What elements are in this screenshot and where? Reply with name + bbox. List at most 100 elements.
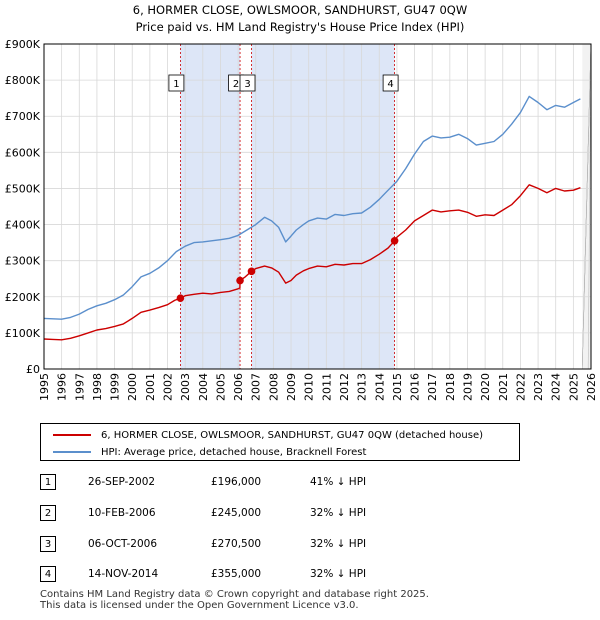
hatch-line [590,44,592,45]
x-tick-label: 1999 [109,373,122,401]
footer-line-2: This data is licensed under the Open Gov… [40,600,359,611]
sale-label: 4 [382,74,399,92]
hatch-line [590,44,592,45]
x-tick-label: 2024 [550,373,563,401]
hatch-line [590,44,592,45]
hatch-line [590,44,592,45]
legend-swatch-property [53,434,91,436]
sale-markers [176,237,399,303]
y-tick-label: £100K [5,327,41,340]
x-tick-label: 2005 [214,373,227,401]
hatch-line [590,44,592,45]
x-tick-label: 2017 [426,373,439,401]
y-tick-label: £300K [5,255,41,268]
sale-hpi-diff: 41% ↓ HPI [310,476,367,488]
hatch-line [590,44,592,45]
x-tick-label: 2007 [250,373,263,401]
x-tick-label: 2016 [409,373,422,401]
legend: 6, HORMER CLOSE, OWLSMOOR, SANDHURST, GU… [40,423,520,461]
x-tick-label: 2021 [497,373,510,401]
sale-label-box [239,74,256,92]
series-line [43,184,581,341]
x-tick-label: 2015 [391,373,404,401]
x-tick-label: 1996 [56,373,69,401]
sale-label-box [382,74,399,92]
x-tick-labels: 1995 1996 1997 1998 1999 2000 2001 2002 2003 2004… [38,373,598,401]
chart-subtitle: Price paid vs. HM Land Registry's House … [136,20,465,34]
hatch-line [590,44,592,46]
hatch-line [590,44,592,46]
x-tick-label: 2011 [320,373,333,401]
series-line [43,95,581,320]
sale-marker [236,276,244,285]
sale-hpi-diff: 32% ↓ HPI [310,568,367,580]
future-hatch [582,44,592,369]
hatch-line [590,44,592,45]
sale-label-text: 4 [387,79,393,90]
y-tick-label: £900K [5,38,41,51]
sale-date: 10-FEB-2006 [88,507,156,519]
sale-price: £196,000 [211,476,262,488]
x-tick-label: 2025 [567,373,580,401]
hatch-line [590,44,592,45]
sale-number: 1 [40,474,56,490]
hatch-line [590,44,592,45]
hatch-line [590,44,592,45]
hatch-line [590,44,592,45]
sale-price: £245,000 [211,507,262,519]
y-tick-label: £200K [5,291,41,304]
chart-title: 6, HORMER CLOSE, OWLSMOOR, SANDHURST, GU… [133,3,467,17]
x-tick-label: 2022 [514,373,527,401]
hatch-line [590,44,592,46]
x-tick-label: 2002 [162,373,175,401]
hatch-line [590,44,592,45]
shaded-ranges [180,44,395,369]
hatch-line [590,44,592,45]
hatch-line [590,44,592,48]
footer: Contains HM Land Registry data © Crown c… [40,589,429,611]
x-tick-label: 2009 [285,373,298,401]
x-tick-label: 2019 [461,373,474,401]
hatch-line [590,44,592,45]
y-tick-label: £400K [5,219,41,232]
x-tick-label: 2014 [373,373,386,401]
sale-date: 06-OCT-2006 [88,538,157,550]
sale-price: £355,000 [211,568,262,580]
hatch-line [590,44,592,55]
legend-item-hpi: HPI: Average price, detached house, Brac… [41,444,366,460]
x-tick-label: 2012 [338,373,351,401]
hatch-line [590,44,592,45]
legend-swatch-hpi [53,451,91,453]
hatch-line [590,44,592,46]
x-tick-label: 2020 [479,373,492,401]
y-tick-label: £600K [5,146,41,159]
series-lines [43,95,581,341]
hatch-line [590,44,592,47]
hatch-line [590,44,592,45]
hatch-line [590,44,592,45]
x-tick-label: 2004 [197,373,210,401]
x-tick-label: 2013 [356,373,369,401]
hatch-line [590,44,592,45]
hatch-line [582,44,592,369]
hatch-line [590,44,592,45]
sale-number: 2 [40,505,56,521]
sale-price: £270,500 [211,538,262,550]
hatch-line [590,44,592,45]
hatch-line [590,44,592,45]
x-tick-label: 2026 [585,373,598,401]
x-tick-label: 2001 [144,373,157,401]
shaded-range [180,44,241,369]
x-tick-label: 2008 [267,373,280,401]
hatch-line [590,44,592,46]
sale-label: 1 [168,74,185,92]
hatch-line [590,44,592,46]
x-tick-label: 1995 [38,373,51,401]
legend-item-property: 6, HORMER CLOSE, OWLSMOOR, SANDHURST, GU… [41,427,483,443]
sale-marker [176,294,185,303]
hatch-line [590,44,592,45]
x-tick-label: 2023 [532,373,545,401]
sale-hpi-diff: 32% ↓ HPI [310,507,367,519]
x-tick-label: 1998 [91,373,104,401]
sale-label-text: 2 [233,79,239,90]
